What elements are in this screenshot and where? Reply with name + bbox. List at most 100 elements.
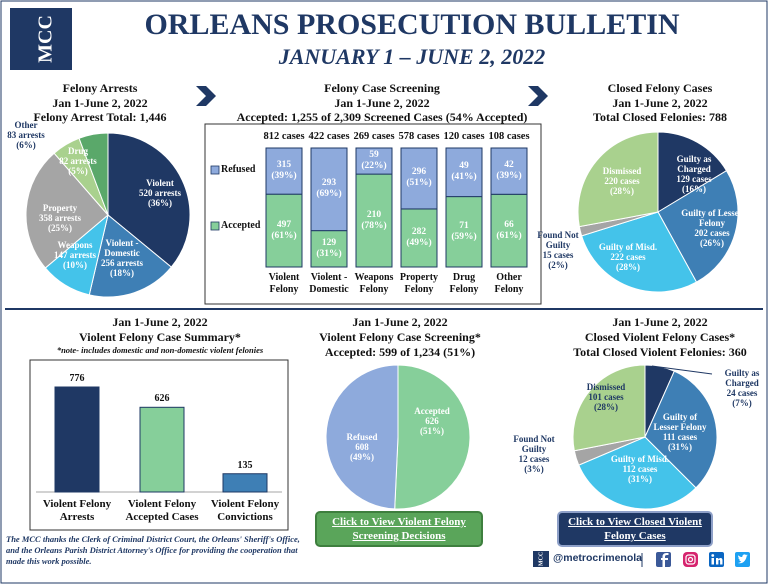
instagram-glyph [687,556,694,563]
x-tick-label: Weapons Felony [354,272,394,295]
slice-value: 101 cases [588,392,624,402]
facebook-glyph [661,553,669,567]
segment-label: 296 (51%) [397,167,441,189]
slice-percent: (49%) [350,452,374,462]
chart-title: Felony Arrests [62,81,138,95]
slice-value: 83 arrests [7,130,45,140]
slice-name: Violent - Domestic [104,238,140,258]
slice-value: 24 cases [726,388,758,398]
total-label: 108 cases [488,131,530,142]
slice-percent: (7%) [732,398,752,408]
segment-percent: (49%) [406,237,432,248]
segment-value: 282 [411,226,427,237]
slice-percent: (36%) [148,198,172,208]
slice-name: Dismissed [586,382,626,392]
chart-subtitle: Jan 1-June 2, 2022 [112,315,208,329]
arrow [196,86,216,106]
chart-total-label: Accepted: 599 of 1,234 (51%) [324,345,476,359]
slice-value: 256 arrests [100,258,144,268]
credit: The MCC thanks the Clerk of Criminal Dis… [6,534,300,566]
segment-value: 293 [321,178,337,189]
x-tick-label: Violent Felony [268,272,300,295]
segment-label: 66 (61%) [487,220,531,242]
slice-label: Dismissed 220 cases (28%) [597,166,647,196]
slice-label: Guilty of Misd. 222 cases (28%) [593,242,663,272]
subtitle: JANUARY 1 – JUNE 2, 2022 [278,44,546,69]
slice-name: Other [14,120,38,130]
slice-value: 12 cases [518,454,550,464]
pie-slice [657,170,739,283]
slice-value: 129 cases [676,174,712,184]
x-tick-label: Drug Felony [449,272,479,295]
pie-slice [577,131,659,228]
pie-slice [644,370,718,489]
x-tick-label: Other Felony [494,272,524,295]
bar-segment [310,147,348,232]
segment-label: 282 (49%) [397,227,441,249]
chart-total-label: Total Closed Felonies: 788 [593,110,727,124]
chart-subtitle: Jan 1-June 2, 2022 [612,315,708,329]
slice-label: Guilty as Charged 24 cases (7%) [715,368,768,408]
screening-box [204,123,542,305]
slice-percent: (5%) [68,166,88,176]
slice-name: Guilty as Charged [676,154,712,174]
twitter-glyph [738,554,748,564]
x-tick-label: Property Felony [399,272,439,295]
slice-name: Drug [68,146,88,156]
value-label: 776 [69,373,85,384]
slice-name: Guilty of Lesser Felony [681,208,743,228]
slice-percent: (28%) [610,186,634,196]
slice-value: 112 cases [622,464,658,474]
chart-title: Closed Violent Felony Cases* [584,330,736,344]
total-label: 120 cases [443,131,485,142]
segment-label: 497 (61%) [262,220,306,242]
linkedin-glyph [711,558,714,565]
segment-label: 42 (39%) [487,160,531,182]
segment-label: 210 (78%) [352,210,396,232]
pie-slice [88,214,173,298]
slice-percent: (31%) [668,442,692,452]
slice-percent: (51%) [420,426,444,436]
segment-percent: (39%) [271,171,297,182]
link-button[interactable]: Click to View Violent Felony Screening D… [315,511,483,547]
instagram-icon[interactable] [683,552,698,567]
segment-value: 129 [321,237,337,248]
slice-label: Weapons 147 arrests (10%) [52,240,98,270]
slice-name: Guilty of Misd. [610,454,670,464]
slice-value: 147 arrests [53,250,97,260]
slice-value: 202 cases [694,228,730,238]
x-tick-label: Violent Felony Convictions [210,498,280,523]
slice-label: Property 358 arrests (25%) [31,203,89,233]
legend-swatch [210,221,220,231]
segment-value: 66 [504,219,514,230]
segment-label: 315 (39%) [262,160,306,182]
slice-label: Accepted 626 (51%) [407,406,457,436]
x-tick-label: Violent - Domestic [309,272,349,295]
segment-percent: (22%) [361,161,387,172]
slice-value: 82 arrests [59,156,97,166]
link-button[interactable]: Click to View Closed Violent Felony Case… [557,511,713,547]
segment-label: 293 (69%) [307,178,351,200]
segment-percent: (39%) [496,171,522,182]
leader-line [651,365,713,375]
slice-label: Other 83 arrests (6%) [1,120,51,150]
footer-logo-text: MCC [538,552,544,566]
x-tick-label: Violent Felony Arrests [42,498,112,523]
slice-value: 358 arrests [38,213,82,223]
chart-title: Violent Felony Case Summary* [79,330,241,344]
slice-value: 222 cases [610,252,646,262]
slice-label: Guilty of Lesser Felony 202 cases (26%) [681,208,743,248]
pie-slice [78,132,109,216]
segment-value: 42 [504,160,514,171]
total-label: 269 cases [353,131,395,142]
pie-slice [581,211,698,293]
slice-label: Found Not Guilty 12 cases (3%) [507,434,561,474]
slice-label: Violent 520 arrests (36%) [129,178,191,208]
slice-name: Guilty of Misd. [598,242,658,252]
chart-subtitle: Jan 1-June 2, 2022 [612,96,708,110]
segment-label: 59 (22%) [352,150,396,172]
slice-name: Property [42,203,78,213]
segment-value: 210 [366,209,382,220]
legend-label: Refused [221,164,256,175]
